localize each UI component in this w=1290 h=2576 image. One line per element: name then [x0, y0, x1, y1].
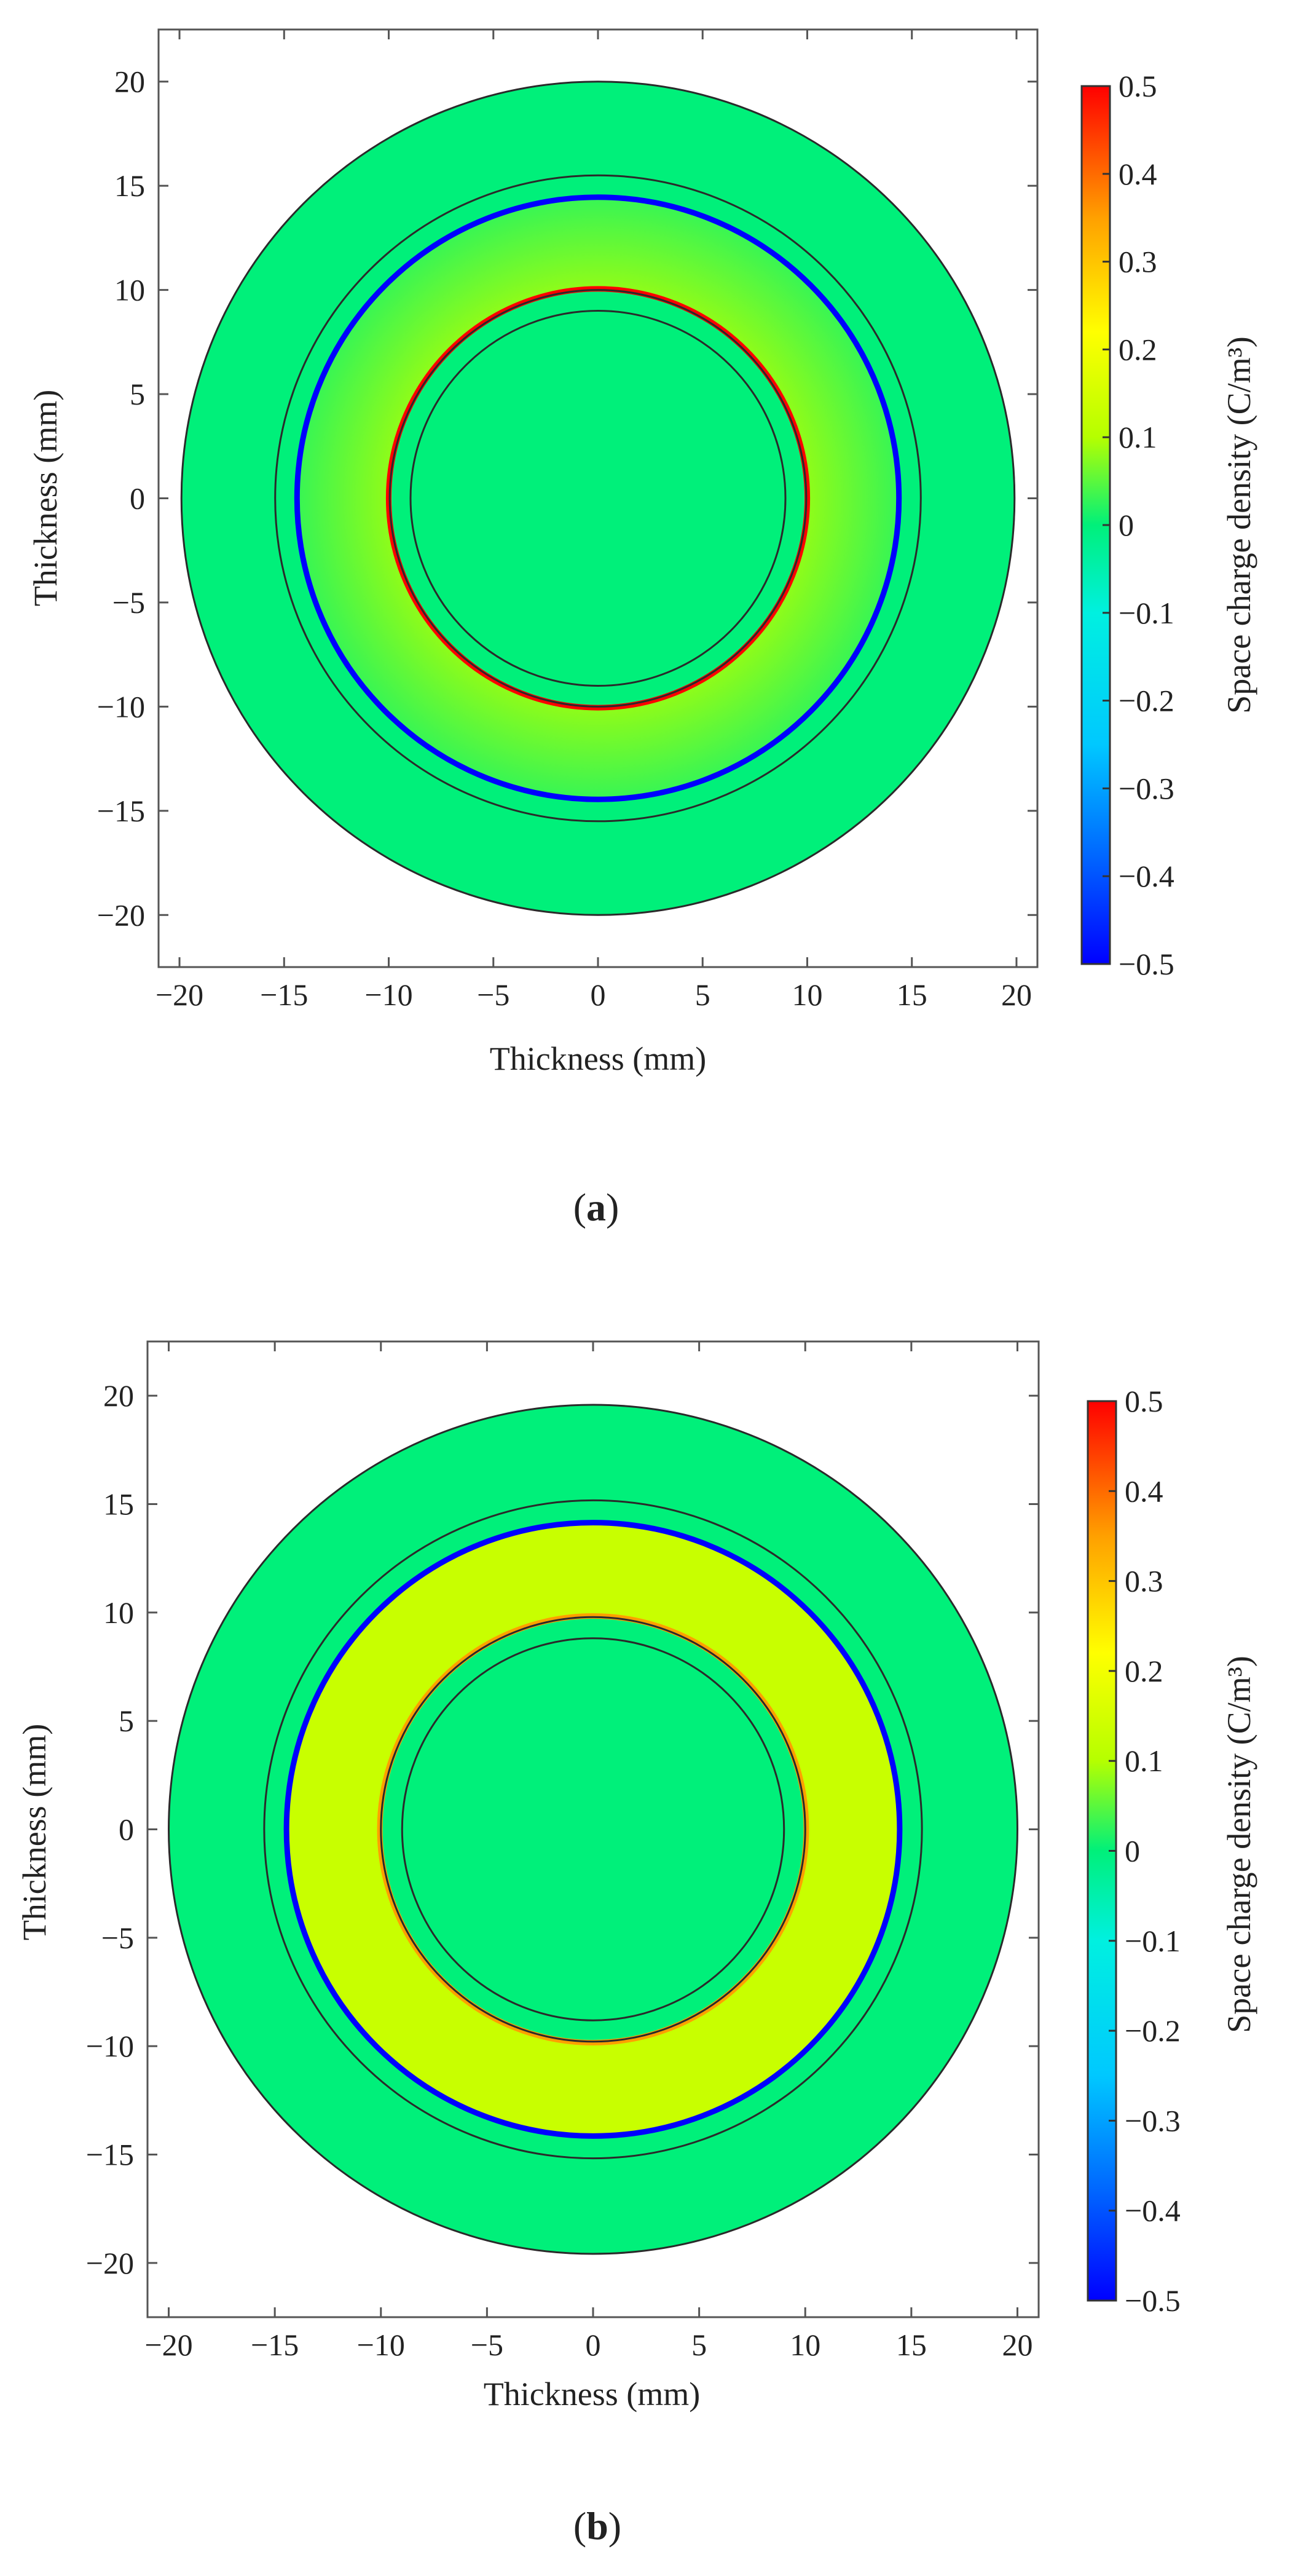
- boundary-circle: [168, 1404, 1018, 2255]
- interface-charge-ring: [377, 1613, 809, 2045]
- colorbar-tick-label: −0.2: [1119, 684, 1174, 718]
- x-axis-ticks: −20 −15 −10 −5 0 5 10 15 20: [144, 1341, 1032, 2362]
- y-axis-label: Thickness (mm): [16, 1724, 53, 1940]
- colorbar-tick-label: −0.1: [1125, 1924, 1181, 1958]
- y-tick-label: 0: [130, 481, 145, 516]
- plot-area: [180, 81, 1016, 916]
- x-tick-label: −5: [471, 2328, 503, 2362]
- x-axis-ticks: −20 −15 −10 −5 0 5 10 15 20: [155, 30, 1032, 1012]
- x-tick-label: −10: [364, 978, 412, 1012]
- interface-charge-ring: [385, 286, 811, 711]
- colorbar-tick-label: 0.5: [1119, 69, 1157, 103]
- colorbar-tick-label: 0.1: [1119, 420, 1157, 454]
- colorbar-label: Space charge density (C/m³): [1221, 336, 1257, 714]
- colorbar-label: Space charge density (C/m³): [1221, 1656, 1257, 2033]
- colorbar-tick-label: 0.4: [1125, 1474, 1163, 1508]
- y-tick-label: 15: [114, 168, 145, 203]
- x-tick-label: −20: [155, 978, 203, 1012]
- x-tick-label: 0: [591, 978, 606, 1012]
- y-axis-label: Thickness (mm): [27, 390, 64, 606]
- y-tick-label: −20: [86, 2246, 134, 2280]
- x-axis-label: Thickness (mm): [490, 1040, 706, 1077]
- caption-letter: b: [586, 2504, 608, 2548]
- y-axis-ticks: 20 15 10 5 0 −5 −10 −15 −20: [86, 1378, 1039, 2280]
- x-tick-label: 10: [792, 978, 822, 1012]
- y-axis-ticks: 20 15 10 5 0 −5 −10 −15 −20: [97, 65, 1037, 932]
- x-tick-label: 5: [691, 2328, 707, 2362]
- caption-letter: a: [586, 1185, 606, 1229]
- y-tick-label: −20: [97, 898, 145, 932]
- y-tick-label: −5: [101, 1921, 134, 1955]
- x-axis-label: Thickness (mm): [484, 2376, 700, 2412]
- y-tick-label: 0: [119, 1812, 134, 1847]
- y-tick-label: 15: [103, 1487, 134, 1522]
- y-tick-label: −5: [112, 585, 145, 620]
- region-disc: [402, 1638, 784, 2021]
- y-tick-label: 10: [114, 273, 145, 307]
- panel-b: −20 −15 −10 −5 0 5 10 15 20 20151050−5−10−15−20 …: [16, 1340, 1257, 2548]
- panel-a: −20 −15 −10 −5 0 5 10 15 20 20151050−5−10−15−20 …: [27, 28, 1257, 1229]
- colorbar-tick-label: 0: [1119, 508, 1134, 542]
- colorbar-tick-label: −0.4: [1125, 2194, 1181, 2228]
- x-tick-label: 5: [695, 978, 710, 1012]
- colorbar-tick-label: −0.1: [1119, 596, 1174, 630]
- y-tick-label: 20: [114, 65, 145, 99]
- y-tick-label: 5: [130, 377, 145, 411]
- boundary-circle: [380, 1616, 806, 2043]
- colorbar-ticks: 0.5 0.4 0.3 0.2 0.1 0 −0.1 −0.2 −0.3 −0.4 −0.5: [1109, 1384, 1181, 2318]
- x-tick-label: −10: [357, 2328, 405, 2362]
- colorbar-tick-label: 0.2: [1125, 1654, 1163, 1688]
- y-tick-label: −15: [97, 794, 145, 828]
- x-tick-label: 15: [897, 978, 927, 1012]
- colorbar-tick-label: 0.2: [1119, 332, 1157, 366]
- x-tick-label: 10: [790, 2328, 820, 2362]
- x-tick-label: −20: [144, 2328, 192, 2362]
- boundary-circle: [263, 1499, 923, 2160]
- y-tick-label: −10: [86, 2029, 134, 2063]
- colorbar-tick-label: −0.3: [1119, 771, 1174, 805]
- colorbar-tick-label: 0.1: [1125, 1744, 1163, 1778]
- x-tick-label: 15: [896, 2328, 927, 2362]
- region-disc: [411, 310, 785, 686]
- colorbar-tick-label: −0.3: [1125, 2103, 1181, 2138]
- x-tick-label: 0: [586, 2328, 601, 2362]
- boundary-circle: [409, 310, 787, 687]
- x-tick-label: −15: [251, 2328, 299, 2362]
- x-tick-label: −15: [260, 978, 308, 1012]
- boundary-circle: [180, 81, 1016, 916]
- panel-caption-a: (a): [573, 1185, 619, 1229]
- plot-area: [168, 1404, 1018, 2255]
- boundary-circle: [401, 1637, 785, 2021]
- colorbar-tick-label: −0.5: [1125, 2283, 1181, 2318]
- colorbar-ticks: 0.5 0.4 0.3 0.2 0.1 0 −0.1 −0.2 −0.3 −0.4 −0.5: [1103, 69, 1174, 981]
- colorbar-tick-label: −0.5: [1119, 947, 1174, 981]
- colorbar-tick-label: 0.3: [1125, 1564, 1163, 1598]
- x-tick-label: −5: [477, 978, 509, 1012]
- y-tick-label: 20: [103, 1378, 134, 1413]
- colorbar-tick-label: 0: [1125, 1834, 1140, 1868]
- boundary-circle: [388, 289, 808, 708]
- colorbar-tick-label: 0.3: [1119, 245, 1157, 279]
- boundary-circle: [274, 174, 922, 823]
- y-tick-label: 5: [119, 1704, 134, 1738]
- y-tick-label: −15: [86, 2138, 134, 2172]
- panel-caption-b: (b): [573, 2504, 621, 2548]
- interface-charge-ring: [294, 194, 902, 802]
- y-tick-label: 10: [103, 1595, 134, 1630]
- colorbar-tick-label: 0.4: [1119, 157, 1157, 191]
- x-tick-label: 20: [1002, 2328, 1032, 2362]
- y-tick-label: −10: [97, 689, 145, 724]
- interface-charge-ring: [283, 1520, 903, 2139]
- colorbar-tick-label: −0.2: [1125, 2013, 1181, 2048]
- colorbar-tick-label: −0.4: [1119, 859, 1174, 893]
- colorbar-tick-label: 0.5: [1125, 1384, 1163, 1418]
- x-tick-label: 20: [1001, 978, 1032, 1012]
